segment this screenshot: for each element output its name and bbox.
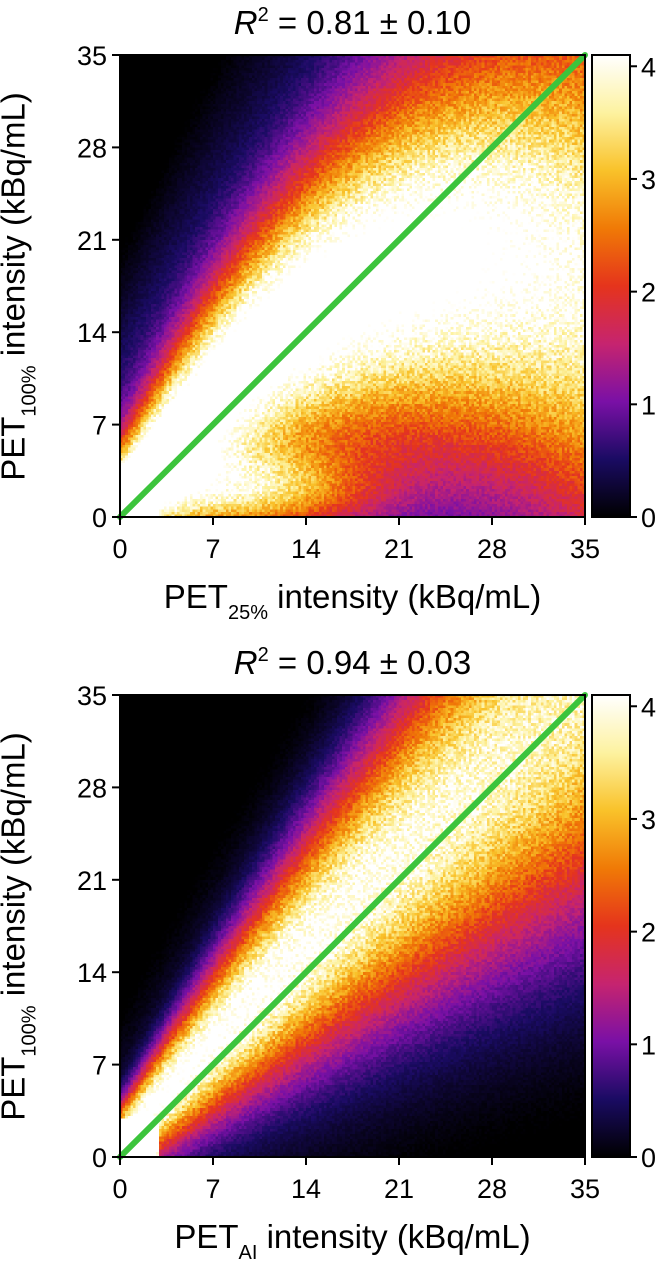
chart-1-svg: 0 7 14 21 28 35 0 7 14 21 28 35 0 1 2 3 4: [77, 41, 656, 564]
chart-1-xlabel-sub: 25%: [227, 602, 268, 624]
chart-2-plot-frame: [119, 694, 586, 1158]
chart-2-x-tick-label: 14: [291, 1174, 321, 1204]
chart-2-colorbar: [591, 694, 631, 1158]
chart-2-ylabel-rest: intensity (kBq/mL): [0, 732, 32, 997]
chart-1-title-r: R: [233, 4, 258, 41]
chart-2-xlabel-sub: AI: [238, 1242, 258, 1264]
chart-2-y-tick-label: 21: [77, 866, 107, 896]
chart-2-title-r: R: [233, 644, 258, 681]
chart-1-ylabel-main: PET: [0, 416, 32, 481]
chart-2-title-rest: = 0.94 ± 0.03: [268, 644, 472, 681]
chart-1-x-tick-label: 0: [112, 534, 127, 564]
chart-2-x-axis-label: PETAI intensity (kBq/mL): [40, 1217, 664, 1264]
chart-1-y-axis-label: PET100% intensity (kBq/mL): [0, 37, 41, 537]
chart-1-y-tick-label: 21: [77, 226, 107, 256]
chart-2-y-tick-label: 7: [92, 1051, 107, 1081]
chart-2-colorbar-tick-label: 3: [641, 805, 656, 835]
chart-2-x-tick-label: 35: [570, 1174, 600, 1204]
chart-1-y-tick-label: 0: [92, 503, 107, 533]
chart-2-y-tick-label: 35: [77, 681, 107, 711]
chart-1-xlabel-rest: intensity (kBq/mL): [267, 578, 542, 615]
chart-2-colorbar-tick-label: 0: [641, 1143, 656, 1173]
chart-1-colorbar-tick-label: 0: [641, 503, 656, 533]
chart-1-x-tick-label: 21: [384, 534, 414, 564]
chart-2-x-tick-label: 7: [205, 1174, 220, 1204]
chart-1-y-tick-label: 14: [77, 318, 107, 348]
chart-1-title-sup: 2: [257, 4, 269, 26]
chart-panel-1: 0 7 14 21 28 35 0 7 14 21 28 35 0 1 2 3 4 R2 = 0.81 ± 0.…: [0, 3, 664, 624]
chart-2-y-axis-label: PET100% intensity (kBq/mL): [0, 677, 41, 1177]
chart-2-y-tick-label: 14: [77, 958, 107, 988]
chart-1-plot-frame: [119, 54, 586, 518]
chart-1-identity-line: [117, 52, 588, 520]
chart-1-colorbar-tick-label: 2: [641, 278, 656, 308]
chart-1-title-rest: = 0.81 ± 0.10: [268, 4, 472, 41]
chart-2-colorbar-tick-label: 1: [641, 1030, 656, 1060]
chart-2-xlabel-main: PET: [174, 1218, 239, 1255]
chart-2-identity-line: [117, 692, 588, 1160]
chart-1-ylabel-rest: intensity (kBq/mL): [0, 92, 32, 357]
chart-1-y-tick-label: 28: [77, 133, 107, 163]
chart-1-x-tick-label: 35: [570, 534, 600, 564]
chart-1-x-tick-label: 14: [291, 534, 321, 564]
chart-1-y-tick-label: 7: [92, 411, 107, 441]
chart-2-x-tick-label: 0: [112, 1174, 127, 1204]
chart-1-x-axis-label: PET25% intensity (kBq/mL): [40, 577, 664, 624]
chart-2-ylabel-sub: 100%: [18, 1005, 41, 1057]
chart-1-title: R2 = 0.81 ± 0.10: [120, 3, 585, 43]
chart-2-xlabel-rest: intensity (kBq/mL): [257, 1218, 531, 1255]
chart-1-ylabel-sub: 100%: [18, 365, 41, 417]
chart-2-y-tick-label: 28: [77, 773, 107, 803]
chart-1-x-tick-label: 28: [477, 534, 507, 564]
chart-2-ylabel-main: PET: [0, 1056, 32, 1121]
chart-2-y-tick-label: 0: [92, 1143, 107, 1173]
chart-2-title-sup: 2: [257, 644, 269, 666]
chart-2-x-tick-label: 28: [477, 1174, 507, 1204]
chart-2-svg: 0 7 14 21 28 35 0 7 14 21 28 35 0 1 2 3 4: [77, 681, 656, 1204]
chart-panel-2: 0 7 14 21 28 35 0 7 14 21 28 35 0 1 2 3 4 R2 = 0.94 ± 0.…: [0, 640, 664, 1280]
chart-1-colorbar-tick-label: 4: [641, 52, 656, 82]
chart-2-colorbar-tick-label: 4: [641, 692, 656, 722]
chart-1-y-tick-label: 35: [77, 41, 107, 71]
chart-1-xlabel-main: PET: [163, 578, 228, 615]
chart-1-x-tick-label: 7: [205, 534, 220, 564]
chart-1-colorbar-tick-label: 3: [641, 165, 656, 195]
chart-1-colorbar: [591, 54, 631, 518]
chart-2-colorbar-tick-label: 2: [641, 918, 656, 948]
chart-2-x-tick-label: 21: [384, 1174, 414, 1204]
chart-2-title: R2 = 0.94 ± 0.03: [120, 643, 585, 683]
chart-1-colorbar-tick-label: 1: [641, 390, 656, 420]
